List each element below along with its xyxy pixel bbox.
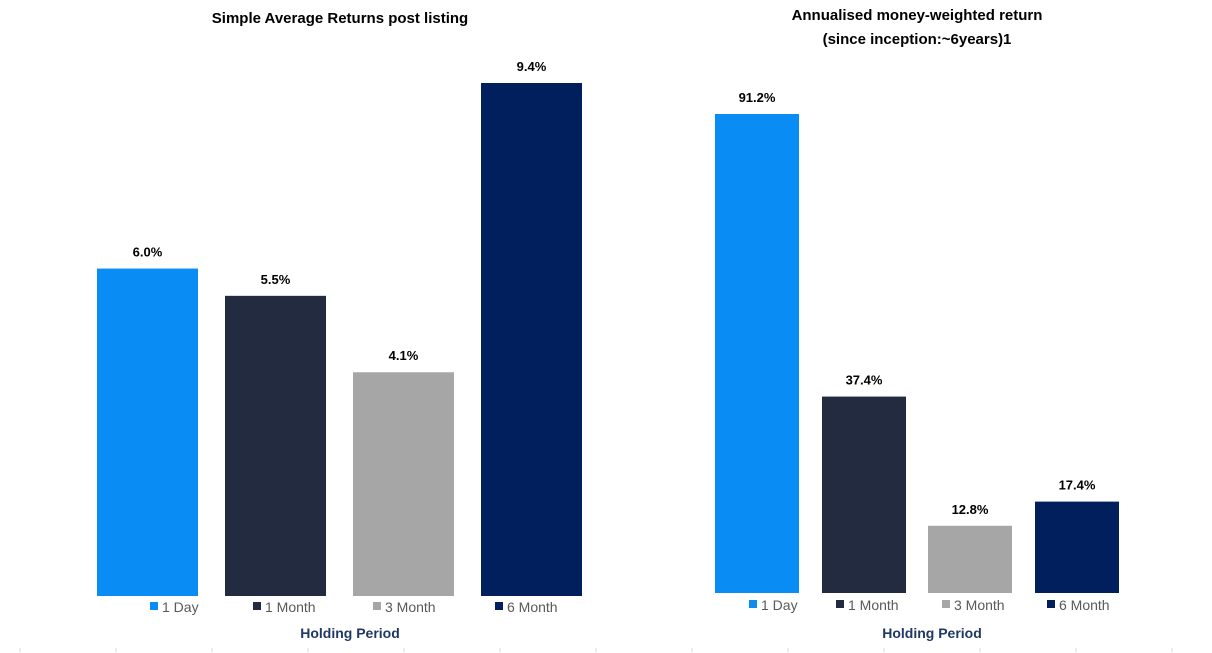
chart-title: Simple Average Returns post listing: [212, 10, 468, 27]
x-axis-label: Holding Period: [882, 625, 982, 641]
legend-label-6-month: 6 Month: [1059, 597, 1110, 613]
legend-label-1-month: 1 Month: [265, 599, 316, 615]
legend-label-6-month: 6 Month: [507, 599, 558, 615]
chart-money-weighted-return: Annualised money-weighted return (since …: [715, 7, 1119, 641]
data-label-3-month: 4.1%: [389, 348, 419, 363]
bar-3-month: [928, 525, 1012, 593]
legend-swatch-1-day: [749, 600, 757, 608]
data-label-3-month: 12.8%: [952, 502, 989, 517]
legend: 1 Day 1 Month 3 Month 6 Month: [749, 597, 1110, 613]
chart-title-line-1: Annualised money-weighted return: [792, 7, 1043, 24]
legend-label-3-month: 3 Month: [385, 599, 436, 615]
legend-label-3-month: 3 Month: [954, 597, 1005, 613]
bar-1-day: [97, 268, 198, 596]
bar-1-month: [822, 396, 906, 593]
bar-1-month: [225, 295, 326, 596]
legend-swatch-6-month: [1047, 600, 1055, 608]
bottom-tick-marks: [19, 648, 1173, 652]
chart-title-line-2: (since inception:~6years)1: [823, 31, 1012, 48]
x-axis-label: Holding Period: [300, 625, 400, 641]
legend-swatch-1-day: [150, 602, 158, 610]
chart-simple-average-returns: Simple Average Returns post listing 6.0%…: [97, 10, 582, 641]
legend-swatch-3-month: [373, 602, 381, 610]
legend-label-1-month: 1 Month: [848, 597, 899, 613]
bar-6-month: [1035, 501, 1119, 593]
bar-6-month: [481, 83, 582, 596]
legend-label-1-day: 1 Day: [162, 599, 199, 615]
bar-group: [97, 83, 582, 596]
legend-swatch-6-month: [495, 602, 503, 610]
data-label-6-month: 17.4%: [1059, 478, 1096, 493]
bar-1-day: [715, 114, 799, 593]
legend-swatch-1-month: [253, 602, 261, 610]
data-label-group: 91.2% 37.4% 12.8% 17.4%: [739, 90, 1096, 517]
legend: 1 Day 1 Month 3 Month 6 Month: [150, 599, 558, 615]
data-label-1-month: 37.4%: [846, 373, 883, 388]
data-label-group: 6.0% 5.5% 4.1% 9.4%: [133, 59, 547, 363]
data-label-6-month: 9.4%: [517, 59, 547, 74]
bar-3-month: [353, 372, 454, 596]
legend-swatch-3-month: [942, 600, 950, 608]
data-label-1-month: 5.5%: [261, 272, 291, 287]
legend-swatch-1-month: [836, 600, 844, 608]
legend-label-1-day: 1 Day: [761, 597, 798, 613]
bar-group: [715, 114, 1119, 593]
data-label-1-day: 6.0%: [133, 245, 163, 260]
data-label-1-day: 91.2%: [739, 90, 776, 105]
